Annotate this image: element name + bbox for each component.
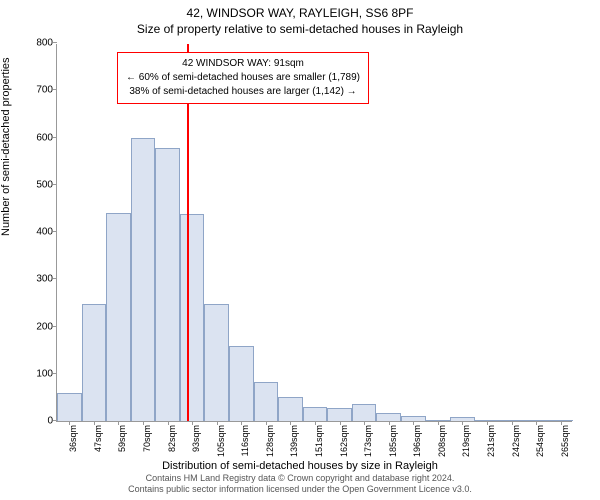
- x-tick-mark: [118, 421, 119, 425]
- x-tick-label: 231sqm: [486, 425, 496, 457]
- y-tick-label: 0: [47, 416, 57, 427]
- x-tick-label: 185sqm: [388, 425, 398, 457]
- x-tick-mark: [413, 421, 414, 425]
- y-tick-label: 700: [36, 85, 57, 96]
- x-tick-label: 70sqm: [142, 425, 152, 452]
- histogram-bar: [278, 397, 303, 421]
- histogram-bar: [204, 304, 229, 421]
- histogram-chart: 010020030040050060070080036sqm47sqm59sqm…: [56, 44, 572, 422]
- y-tick-mark: [53, 137, 57, 138]
- histogram-bar: [229, 346, 254, 421]
- x-tick-label: 93sqm: [191, 425, 201, 452]
- x-tick-mark: [143, 421, 144, 425]
- annotation-line: 42 WINDSOR WAY: 91sqm: [126, 57, 360, 71]
- histogram-bar: [376, 413, 401, 422]
- y-tick-label: 100: [36, 368, 57, 379]
- x-tick-mark: [241, 421, 242, 425]
- page-subtitle: Size of property relative to semi-detach…: [0, 20, 600, 36]
- x-axis-label: Distribution of semi-detached houses by …: [0, 460, 600, 472]
- histogram-bar: [327, 408, 352, 421]
- x-tick-mark: [94, 421, 95, 425]
- y-tick-mark: [53, 231, 57, 232]
- x-tick-label: 196sqm: [412, 425, 422, 457]
- x-tick-label: 47sqm: [93, 425, 103, 452]
- x-tick-mark: [217, 421, 218, 425]
- footer-line-1: Contains HM Land Registry data © Crown c…: [0, 473, 600, 485]
- x-tick-mark: [69, 421, 70, 425]
- histogram-bar: [254, 382, 279, 421]
- x-tick-label: 219sqm: [461, 425, 471, 457]
- x-tick-mark: [168, 421, 169, 425]
- x-tick-label: 173sqm: [363, 425, 373, 457]
- x-tick-mark: [315, 421, 316, 425]
- footer-line-2: Contains public sector information licen…: [0, 484, 600, 496]
- x-tick-label: 116sqm: [240, 425, 250, 456]
- histogram-bar: [131, 138, 156, 421]
- x-tick-label: 151sqm: [314, 425, 324, 457]
- y-tick-mark: [53, 326, 57, 327]
- annotation-line: 38% of semi-detached houses are larger (…: [126, 85, 360, 99]
- x-tick-label: 59sqm: [117, 425, 127, 452]
- x-tick-label: 139sqm: [289, 425, 299, 457]
- footer-attribution: Contains HM Land Registry data © Crown c…: [0, 473, 600, 496]
- histogram-bar: [352, 404, 377, 421]
- x-tick-mark: [438, 421, 439, 425]
- x-tick-mark: [290, 421, 291, 425]
- y-tick-label: 500: [36, 179, 57, 190]
- y-tick-label: 600: [36, 132, 57, 143]
- histogram-bar: [303, 407, 328, 421]
- x-tick-mark: [364, 421, 365, 425]
- histogram-bar: [57, 393, 82, 421]
- x-tick-mark: [462, 421, 463, 425]
- x-tick-label: 208sqm: [437, 425, 447, 457]
- histogram-bar: [82, 304, 107, 421]
- x-tick-mark: [266, 421, 267, 425]
- x-tick-mark: [561, 421, 562, 425]
- x-tick-mark: [389, 421, 390, 425]
- y-tick-label: 400: [36, 227, 57, 238]
- y-tick-mark: [53, 373, 57, 374]
- x-tick-label: 82sqm: [167, 425, 177, 452]
- x-tick-label: 242sqm: [511, 425, 521, 457]
- y-axis-label: Number of semi-detached properties: [0, 57, 12, 236]
- y-tick-label: 200: [36, 321, 57, 332]
- x-tick-mark: [487, 421, 488, 425]
- y-tick-mark: [53, 278, 57, 279]
- x-tick-label: 254sqm: [535, 425, 545, 457]
- x-tick-label: 128sqm: [265, 425, 275, 457]
- y-tick-mark: [53, 42, 57, 43]
- x-tick-label: 105sqm: [216, 425, 226, 457]
- x-tick-label: 36sqm: [68, 425, 78, 452]
- x-tick-mark: [192, 421, 193, 425]
- x-tick-mark: [536, 421, 537, 425]
- x-tick-mark: [512, 421, 513, 425]
- x-tick-label: 265sqm: [560, 425, 570, 457]
- annotation-box: 42 WINDSOR WAY: 91sqm← 60% of semi-detac…: [117, 52, 369, 104]
- x-tick-label: 162sqm: [339, 425, 349, 457]
- histogram-bar: [180, 214, 205, 421]
- y-tick-label: 300: [36, 274, 57, 285]
- histogram-bar: [155, 148, 180, 421]
- y-tick-label: 800: [36, 38, 57, 49]
- histogram-bar: [106, 213, 131, 421]
- annotation-line: ← 60% of semi-detached houses are smalle…: [126, 71, 360, 85]
- page-title: 42, WINDSOR WAY, RAYLEIGH, SS6 8PF: [0, 0, 600, 20]
- y-tick-mark: [53, 89, 57, 90]
- y-tick-mark: [53, 184, 57, 185]
- x-tick-mark: [340, 421, 341, 425]
